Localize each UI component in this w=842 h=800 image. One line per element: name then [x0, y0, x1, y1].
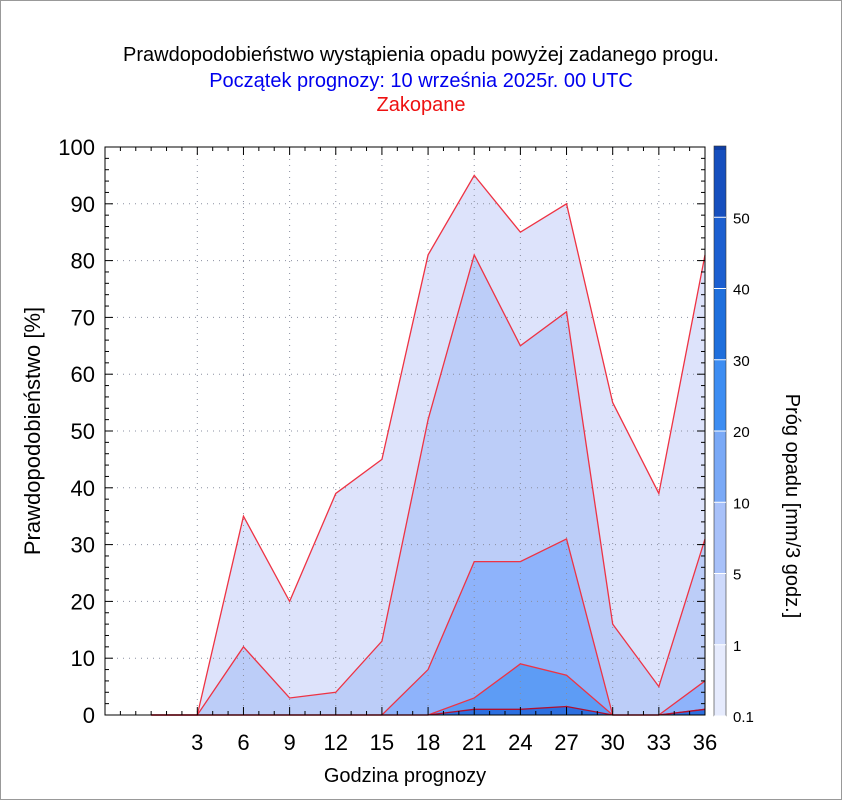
y-tick-label: 10 [71, 646, 95, 671]
x-tick-label: 24 [508, 730, 532, 755]
x-tick-label: 21 [462, 730, 486, 755]
y-axis-label: Prawdopodobieństwo [%] [20, 307, 45, 555]
colorbar-tick-label: 30 [733, 353, 750, 370]
x-tick-label: 33 [647, 730, 671, 755]
x-tick-label: 15 [370, 730, 394, 755]
y-tick-label: 60 [71, 362, 95, 387]
colorbar-segment [714, 359, 726, 431]
colorbar-tick-label: 40 [733, 282, 750, 299]
colorbar-segment [714, 288, 726, 360]
y-tick-label: 70 [71, 305, 95, 330]
location-subtitle: Zakopane [376, 94, 466, 116]
x-tick-label: 3 [191, 730, 203, 755]
colorbar-tick-label: 50 [733, 210, 750, 227]
chart-title: Prawdopodobieństwo wystąpienia opadu pow… [123, 44, 719, 66]
x-tick-label: 36 [693, 730, 717, 755]
y-tick-label: 90 [71, 192, 95, 217]
colorbar-tick-label: 20 [733, 424, 750, 441]
colorbar-segment [714, 573, 726, 645]
x-tick-label: 6 [237, 730, 249, 755]
area-band-5 [151, 538, 706, 715]
colorbar-segment [714, 431, 726, 503]
colorbar-segment [714, 644, 726, 716]
x-tick-label: 12 [324, 730, 348, 755]
series-line-0-1 [151, 174, 706, 716]
colorbar-segment [714, 217, 726, 289]
x-tick-label: 30 [600, 730, 624, 755]
colorbar-segment [714, 502, 726, 574]
x-tick-label: 27 [554, 730, 578, 755]
area-band-10 [151, 663, 706, 715]
forecast-start-subtitle: Początek prognozy: 10 września 2025r. 00… [209, 70, 633, 92]
y-tick-label: 20 [71, 589, 95, 614]
colorbar-tick-label: 5 [733, 567, 741, 584]
colorbar-segment [714, 146, 726, 150]
colorbar-tick-label: 10 [733, 495, 750, 512]
series-line-1 [151, 253, 706, 716]
x-tick-label: 18 [416, 730, 440, 755]
y-tick-label: 50 [71, 419, 95, 444]
y-tick-label: 0 [83, 703, 95, 728]
colorbar-tick-label: 1 [733, 638, 741, 655]
x-axis-label: Godzina prognozy [324, 765, 486, 787]
colorbar-segment [714, 146, 726, 218]
y-tick-label: 40 [71, 476, 95, 501]
y-tick-label: 80 [71, 249, 95, 274]
y-tick-label: 30 [71, 533, 95, 558]
y-tick-label: 100 [58, 135, 95, 160]
x-tick-label: 9 [283, 730, 295, 755]
colorbar-tick-label: 0.1 [733, 709, 754, 726]
colorbar-label: Próg opadu [mm/3 godz.] [781, 394, 803, 619]
